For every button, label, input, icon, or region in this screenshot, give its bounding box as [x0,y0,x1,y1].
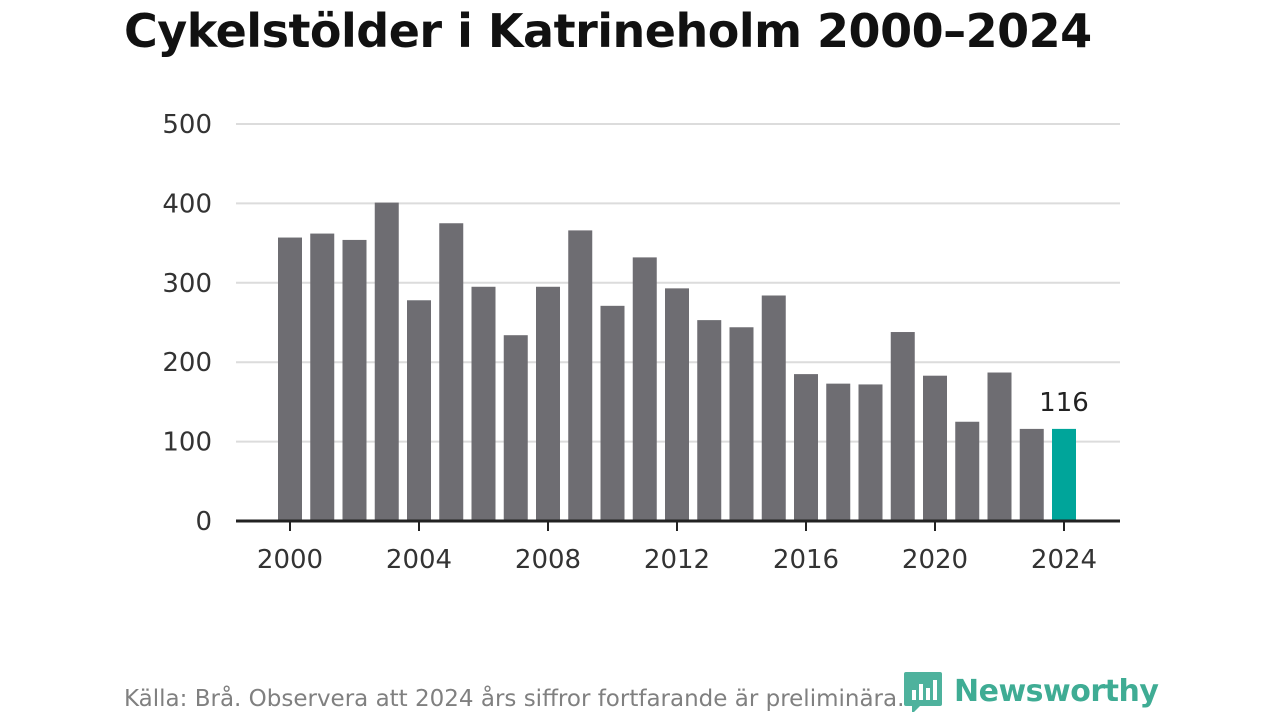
bar [858,384,883,521]
y-tick-label: 200 [162,348,212,378]
x-tick-label: 2004 [386,545,452,575]
y-tick-label: 400 [162,189,212,219]
x-tick-label: 2012 [644,545,710,575]
x-tick-label: 2020 [902,545,968,575]
bar [761,295,786,521]
y-tick-label: 0 [195,507,212,537]
bar [1019,428,1044,521]
bar [697,320,722,521]
bar [536,286,560,521]
bar [729,327,754,521]
bar [665,288,689,521]
chart-title: Cykelstölder i Katrineholm 2000–2024 [124,4,1092,58]
x-tick-label: 2000 [257,545,323,575]
bar [568,230,593,521]
bar [439,223,464,521]
bar [923,375,947,521]
bar-chart: 0 100 200 300 400 500 116 2000 2004 2008 2012 2016 2… [162,110,1120,575]
bar [471,286,496,521]
newsworthy-logo-icon [904,672,942,712]
brand-logo[interactable]: Newsworthy [902,670,1159,712]
y-tick-label: 300 [162,269,212,299]
bar [374,202,399,521]
data-label: 116 [1039,388,1089,418]
y-tick-label: 500 [162,110,212,140]
bar [278,237,302,522]
source-note: Källa: Brå. Observera att 2024 års siffr… [124,686,905,712]
bar-highlight [1052,428,1076,521]
bar [600,305,625,521]
bar [826,383,851,521]
bar [503,335,528,521]
y-tick-label: 100 [162,428,212,458]
bar [310,233,335,521]
x-tick-label: 2024 [1031,545,1097,575]
bar [632,257,657,521]
brand-name: Newsworthy [954,673,1159,709]
bar [407,300,431,521]
x-tick-label: 2008 [515,545,581,575]
bar [794,374,818,521]
bar [987,372,1012,521]
x-tick-label: 2016 [773,545,839,575]
bar [890,332,915,521]
bar [955,421,980,521]
bar [342,239,367,521]
